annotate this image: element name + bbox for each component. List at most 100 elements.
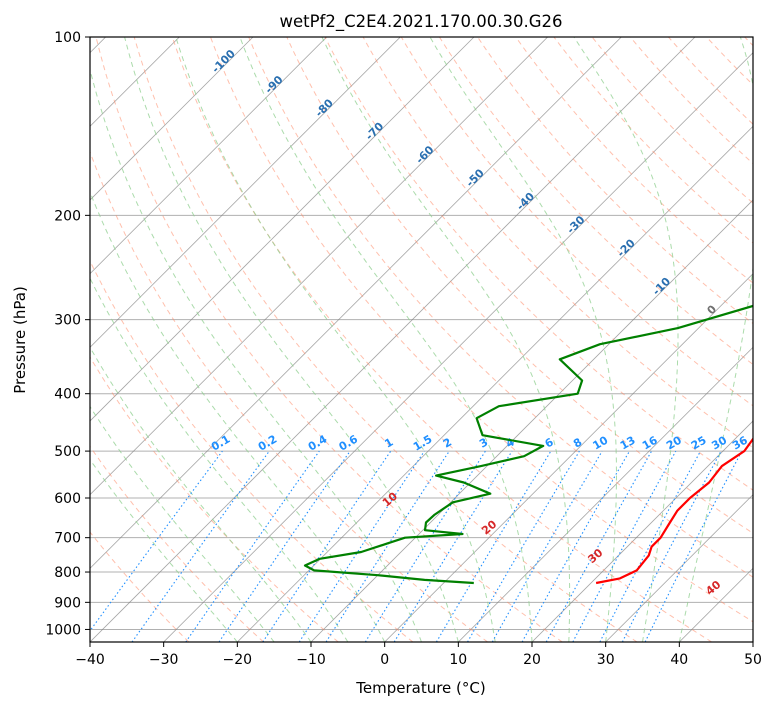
mixing-ratio-label: 10 xyxy=(590,433,610,452)
isotherm-line xyxy=(458,346,753,642)
mixing-ratio-label: 1.5 xyxy=(411,433,434,454)
moist-adiabat-line xyxy=(239,37,533,642)
dry-adiabat-label: 40 xyxy=(703,578,723,598)
dry-adiabat-line xyxy=(668,37,753,125)
isotherm-line xyxy=(237,125,753,642)
dewpoint-line xyxy=(303,304,753,585)
dry-adiabat-line xyxy=(515,37,753,284)
mixing-ratio-line xyxy=(131,450,270,642)
isotherm-label: -60 xyxy=(413,143,436,166)
moist-adiabat-line xyxy=(175,37,496,642)
isotherm-line xyxy=(90,37,622,569)
mixing-ratio-label: 0.4 xyxy=(306,432,330,453)
mixing-ratio-line xyxy=(521,450,630,642)
dry-adiabat-line xyxy=(171,37,712,642)
isotherm-line xyxy=(90,37,401,348)
isotherm-label: -80 xyxy=(313,96,336,119)
isotherm-line xyxy=(163,52,753,642)
moist-adiabat-line xyxy=(90,277,349,642)
chart-title: wetPf2_C2E4.2021.170.00.30.G26 xyxy=(279,12,562,32)
isotherm-line xyxy=(90,37,548,496)
y-tick-label: 400 xyxy=(54,387,81,403)
temperature-line xyxy=(595,437,753,585)
moist-adiabat-line xyxy=(124,37,459,642)
moist-adiabat-line xyxy=(429,37,617,642)
mixing-ratio-label: 8 xyxy=(571,436,584,451)
isotherm-line xyxy=(752,641,753,642)
isotherm-line xyxy=(90,37,475,422)
dry-adiabat-line xyxy=(90,445,264,642)
mixing-ratio-label: 0.6 xyxy=(337,432,361,453)
mixing-ratio-line xyxy=(325,450,450,642)
dry-adiabat-line xyxy=(210,37,753,623)
mixing-ratio-label: 16 xyxy=(640,433,660,452)
dry-adiabat-line xyxy=(95,37,563,642)
isotherm-line xyxy=(531,420,753,642)
mixing-ratio-label: 3 xyxy=(477,436,490,451)
x-tick-label: 40 xyxy=(670,652,688,668)
sounding-profiles xyxy=(303,304,753,585)
mixing-ratio-label: 36 xyxy=(730,433,750,452)
background-lines xyxy=(90,37,753,642)
isotherm-label: -10 xyxy=(650,275,673,298)
mixing-ratio-line xyxy=(90,450,223,632)
y-tick-label: 800 xyxy=(54,565,81,581)
isotherm-line xyxy=(90,37,696,642)
dry-adiabat-line xyxy=(438,37,753,366)
dry-adiabat-line xyxy=(248,37,753,578)
y-axis-label: Pressure (hPa) xyxy=(11,286,29,394)
y-tick-label: 200 xyxy=(54,208,81,224)
y-tick-label: 700 xyxy=(54,531,81,547)
dry-adiabat-line xyxy=(90,531,190,642)
dry-adiabat-line xyxy=(133,37,638,642)
dry-adiabat-line xyxy=(744,37,753,47)
isotherm-line xyxy=(605,494,753,642)
dry-adiabat-label: 30 xyxy=(585,546,605,566)
moist-adiabat-line xyxy=(90,190,386,642)
x-tick-label: 0 xyxy=(380,652,389,668)
mixing-ratio-label: 20 xyxy=(664,433,684,452)
mixing-ratio-line xyxy=(185,450,320,642)
y-tick-label: 1000 xyxy=(45,622,81,638)
x-tick-label: −40 xyxy=(75,652,105,668)
moist-adiabat-line xyxy=(573,37,679,642)
mixing-ratio-label: 0.2 xyxy=(256,433,279,454)
x-tick-label: 50 xyxy=(744,652,762,668)
mixing-ratio-label: 0.1 xyxy=(209,433,232,454)
mixing-ratio-line xyxy=(545,450,653,642)
x-tick-label: 20 xyxy=(523,652,541,668)
dry-adiabat-line xyxy=(286,37,753,534)
moist-adiabat-line xyxy=(90,346,312,642)
mixing-ratio-line xyxy=(262,450,392,642)
isotherm-line xyxy=(90,37,254,201)
y-axis-ticks: 100 200 300 400 500 600 700 800 900 1000 xyxy=(45,30,90,638)
mixing-ratio-label: 30 xyxy=(709,433,729,452)
dry-adiabat-line xyxy=(90,150,488,642)
x-tick-label: −10 xyxy=(296,652,326,668)
y-tick-label: 600 xyxy=(54,491,81,507)
isotherm-line xyxy=(90,37,327,275)
mixing-ratio-label: 13 xyxy=(618,434,638,453)
y-tick-label: 900 xyxy=(54,595,81,611)
dry-adiabat-line xyxy=(90,259,414,642)
plot-frame xyxy=(89,36,754,643)
isotherm-label: -70 xyxy=(363,120,386,143)
isotherm-label: -30 xyxy=(564,213,587,236)
isotherm-line xyxy=(679,567,753,642)
isotherm-label: -90 xyxy=(262,73,285,96)
x-tick-label: 10 xyxy=(449,652,467,668)
moist-adiabat-line xyxy=(90,458,238,642)
x-axis-ticks: −40 −30 −20 −10 0 10 20 30 40 50 xyxy=(75,642,762,668)
y-tick-label: 500 xyxy=(54,444,81,460)
mixing-ratio-label: 1 xyxy=(382,436,395,451)
dry-adiabat-line xyxy=(706,37,753,86)
mixing-ratio-line xyxy=(644,450,743,642)
x-axis-label: Temperature (°C) xyxy=(355,679,485,697)
isotherm-line xyxy=(384,273,753,642)
x-tick-label: 30 xyxy=(597,652,615,668)
mixing-ratio-line xyxy=(572,450,677,642)
x-tick-label: −20 xyxy=(223,652,253,668)
dry-adiabat-line xyxy=(90,356,339,642)
dry-adiabat-label: 20 xyxy=(479,517,499,537)
mixing-ratio-line xyxy=(364,450,486,642)
